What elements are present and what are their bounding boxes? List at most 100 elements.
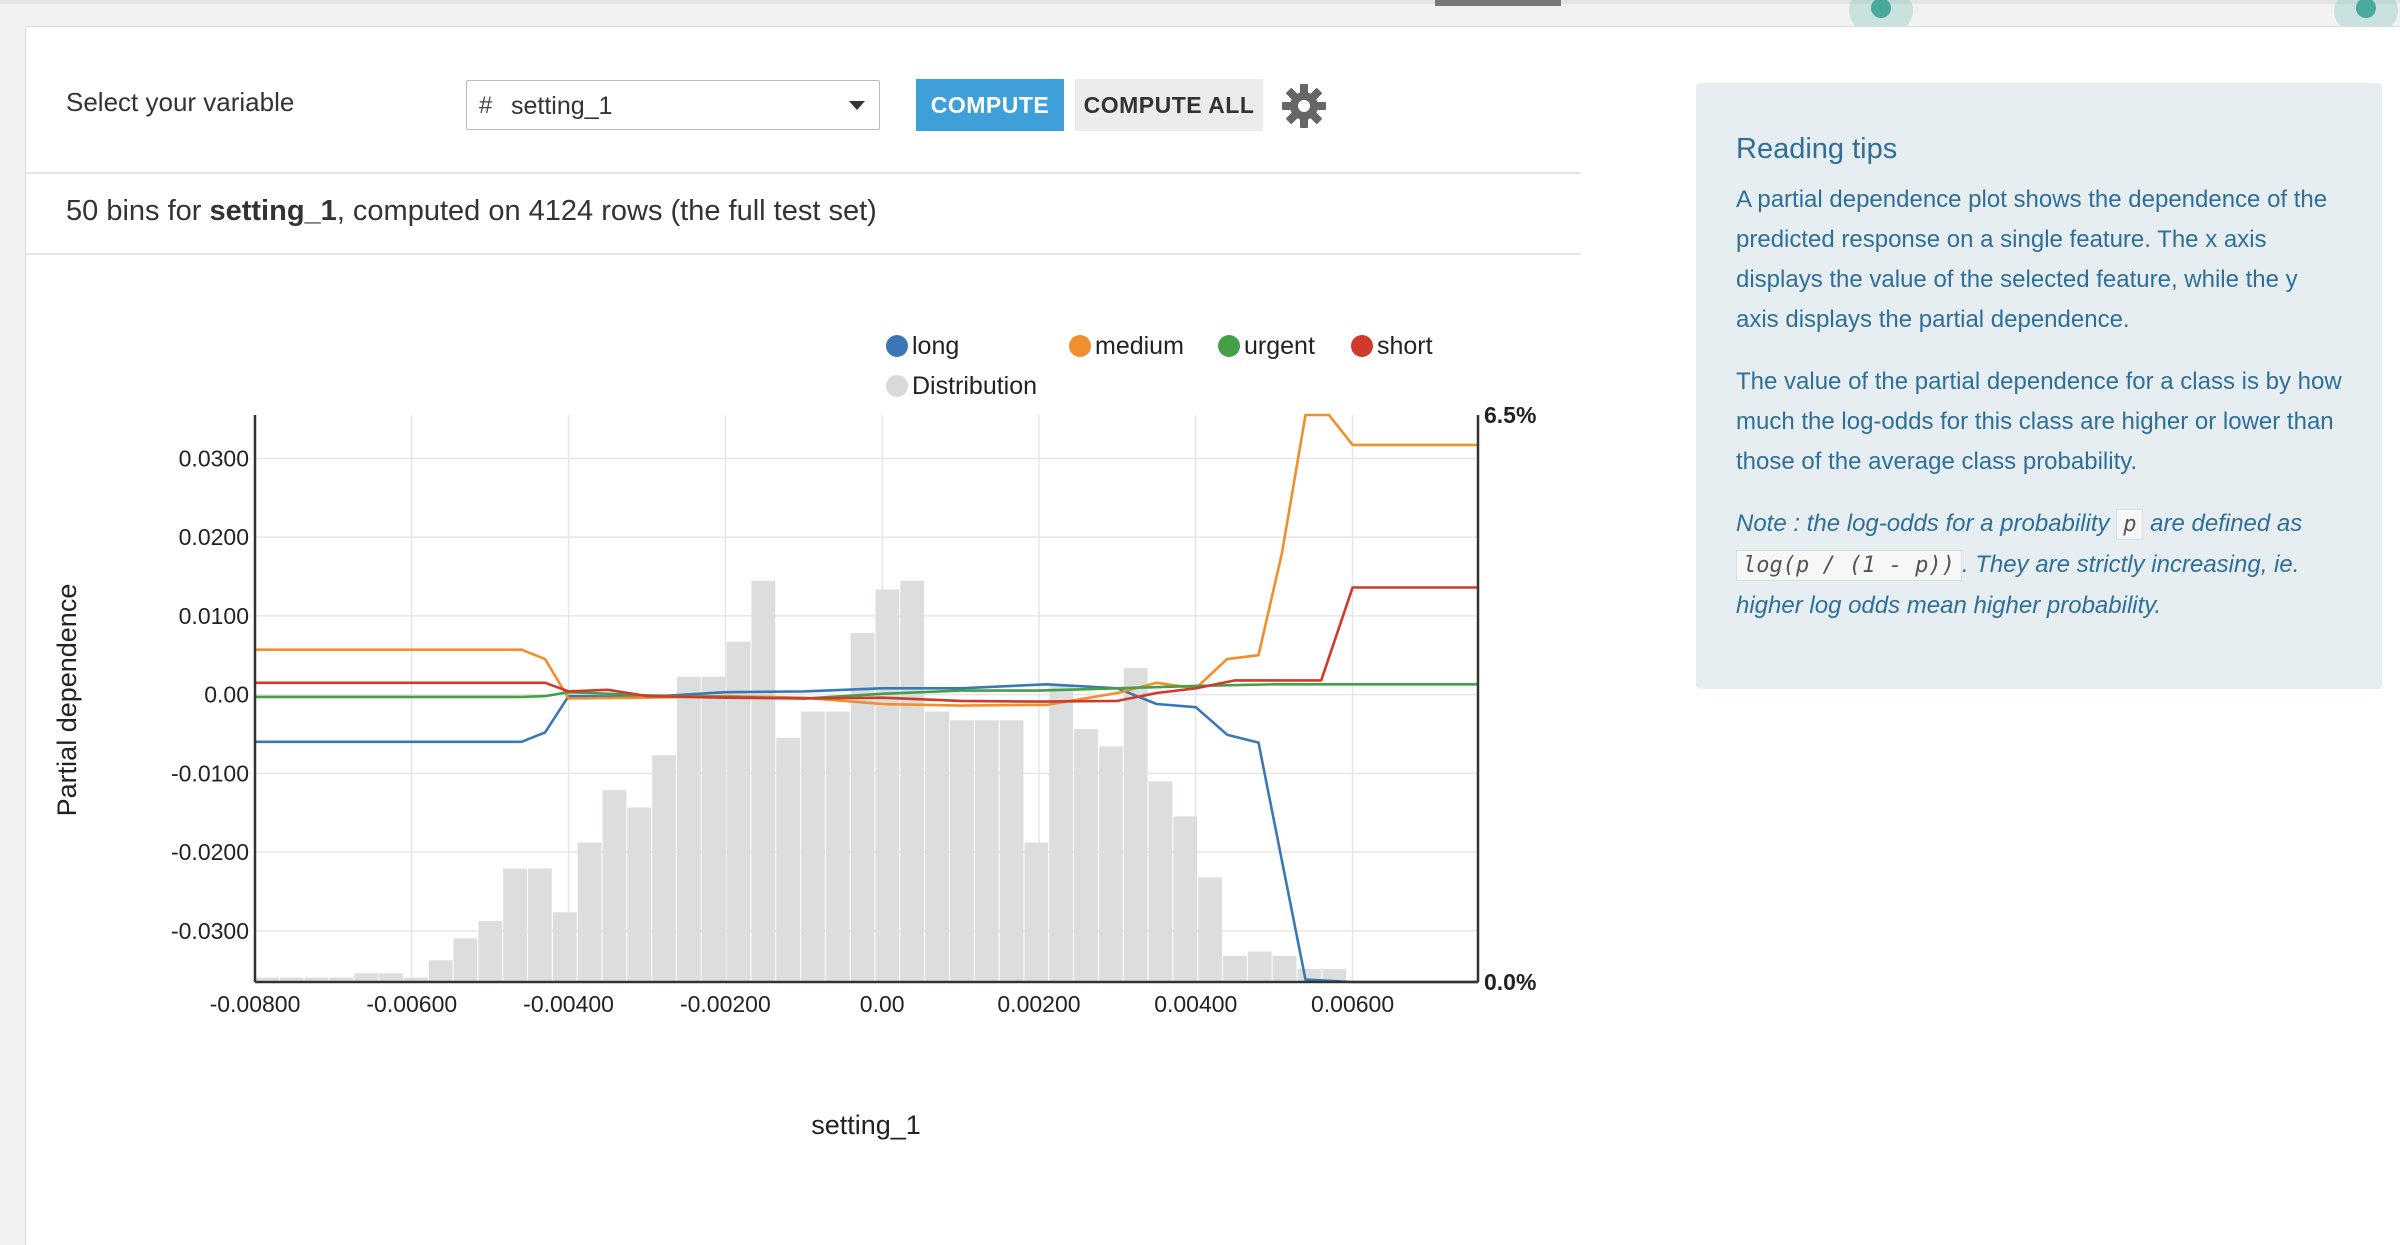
distribution-bar: [776, 737, 801, 982]
x-tick-label: -0.00600: [366, 991, 457, 1017]
legend-label-distribution: Distribution: [912, 372, 1037, 400]
compute-button[interactable]: COMPUTE: [916, 79, 1064, 131]
tips-paragraph-2: The value of the partial dependence for …: [1736, 368, 2342, 475]
distribution-bar: [403, 977, 428, 982]
computation-summary: 50 bins for setting_1, computed on 4124 …: [66, 195, 877, 228]
distribution-bar: [999, 720, 1024, 982]
variable-select[interactable]: # setting_1: [466, 80, 880, 130]
tips-title: Reading tips: [1736, 133, 1898, 165]
distribution-bar: [602, 790, 627, 982]
distribution-bar: [726, 641, 751, 982]
distribution-bar: [354, 973, 379, 982]
series-line-urgent: [255, 682, 1478, 700]
numeric-type-icon: #: [479, 92, 493, 119]
y-tick-label: 0.00: [204, 682, 249, 708]
distribution-bar: [279, 977, 304, 982]
legend-swatch-urgent: [1218, 335, 1240, 357]
distribution-bar: [478, 920, 503, 982]
distribution-bar: [1074, 729, 1098, 982]
distribution-bar: [949, 720, 974, 982]
distribution-bar: [1247, 951, 1272, 982]
y-tick-label: 0.0200: [179, 524, 249, 550]
distribution-bar: [577, 842, 602, 982]
distribution-bar: [850, 633, 875, 982]
distribution-bar: [900, 580, 925, 982]
distribution-bar: [1322, 968, 1347, 982]
distribution-bar: [255, 977, 279, 982]
distribution-bar: [1148, 781, 1173, 982]
y-axis-title: Partial dependence: [52, 584, 82, 817]
distribution-bar: [1223, 955, 1247, 982]
distribution-bar: [1198, 877, 1223, 982]
divider: [26, 172, 1581, 174]
note-text-a: Note : the log-odds for a probability: [1736, 510, 2117, 537]
y-tick-label: -0.0200: [171, 839, 249, 865]
legend-label-short: short: [1377, 332, 1433, 360]
gear-icon[interactable]: [1280, 82, 1328, 130]
x-tick-label: -0.00200: [680, 991, 771, 1017]
legend-label-long: long: [912, 332, 959, 360]
distribution-bar: [652, 755, 676, 982]
active-tab-indicator[interactable]: [1435, 0, 1561, 6]
top-border: [0, 0, 2400, 4]
main-card: Select your variable # setting_1 COMPUTE…: [25, 26, 2400, 1245]
series-line-short: [255, 586, 1478, 703]
distribution-bar: [552, 912, 577, 982]
distribution-bar: [428, 960, 453, 982]
summary-suffix: , computed on 4124 rows (the full test s…: [336, 195, 877, 227]
reading-tips-panel: Reading tips A partial dependence plot s…: [1696, 83, 2382, 689]
distribution-bar: [627, 807, 652, 982]
series-line-medium: [255, 413, 1478, 707]
note-formula: log(p / (1 - p)): [1736, 550, 1962, 581]
note-variable: p: [2116, 509, 2144, 540]
legend-swatch-long: [886, 335, 908, 357]
x-tick-label: 0.00: [860, 991, 905, 1017]
selected-variable: setting_1: [511, 92, 613, 120]
legend-swatch-short: [1351, 335, 1373, 357]
distribution-bar: [974, 720, 999, 982]
distribution-bar: [453, 938, 478, 982]
distribution-bar: [1049, 685, 1074, 982]
distribution-bar: [304, 977, 329, 982]
legend-swatch-medium: [1069, 335, 1091, 357]
tour-hint-dot-2[interactable]: [2356, 0, 2376, 18]
chevron-down-icon: [849, 101, 865, 110]
divider: [26, 253, 1581, 255]
legend-swatch-distribution: [886, 375, 908, 397]
tour-hint-dot[interactable]: [1871, 0, 1891, 18]
x-tick-label: -0.00800: [210, 991, 301, 1017]
legend-label-urgent: urgent: [1244, 332, 1315, 360]
distribution-bar: [1173, 816, 1198, 982]
note-text-c: . They are strictly increasing, ie. high…: [1736, 551, 2300, 619]
distribution-bar: [701, 676, 726, 982]
variable-label: Select your variable: [66, 87, 295, 117]
partial-dependence-chart: 0.0300 0.0200 0.0100 0.00 -0.0100 -0.0200 -0.0…: [52, 332, 1536, 1140]
summary-prefix: 50 bins for: [66, 195, 210, 227]
distribution-bar: [503, 868, 528, 982]
distribution-bar: [925, 711, 949, 982]
series-line-long: [255, 682, 1478, 984]
distribution-bar: [1123, 667, 1148, 982]
y-tick-label: 0.0100: [179, 603, 249, 629]
summary-variable: setting_1: [209, 195, 337, 227]
right-axis-tick-label: 0.0%: [1484, 969, 1536, 995]
compute-all-button[interactable]: COMPUTE ALL: [1075, 79, 1263, 131]
y-tick-label: -0.0300: [171, 918, 249, 944]
distribution-bar: [801, 711, 825, 982]
distribution-bar: [528, 868, 552, 982]
x-tick-label: 0.00200: [997, 991, 1080, 1017]
tips-paragraph-1: A partial dependence plot shows the depe…: [1736, 186, 2328, 333]
distribution-bar: [875, 589, 900, 982]
toolbar: Select your variable # setting_1 COMPUTE…: [26, 27, 1581, 173]
distribution-bar: [676, 676, 701, 982]
x-tick-label: 0.00400: [1154, 991, 1237, 1017]
note-text-b: are defined as: [2143, 510, 2303, 537]
x-tick-label: 0.00600: [1311, 991, 1394, 1017]
x-tick-label: -0.00400: [523, 991, 614, 1017]
distribution-bar: [1272, 955, 1297, 982]
tips-note: Note : the log-odds for a probability p …: [1736, 504, 2342, 626]
right-axis-tick-label: 6.5%: [1484, 402, 1536, 428]
y-tick-label: -0.0100: [171, 760, 249, 786]
y-tick-label: 0.0300: [179, 445, 249, 471]
distribution-bar: [329, 977, 354, 982]
